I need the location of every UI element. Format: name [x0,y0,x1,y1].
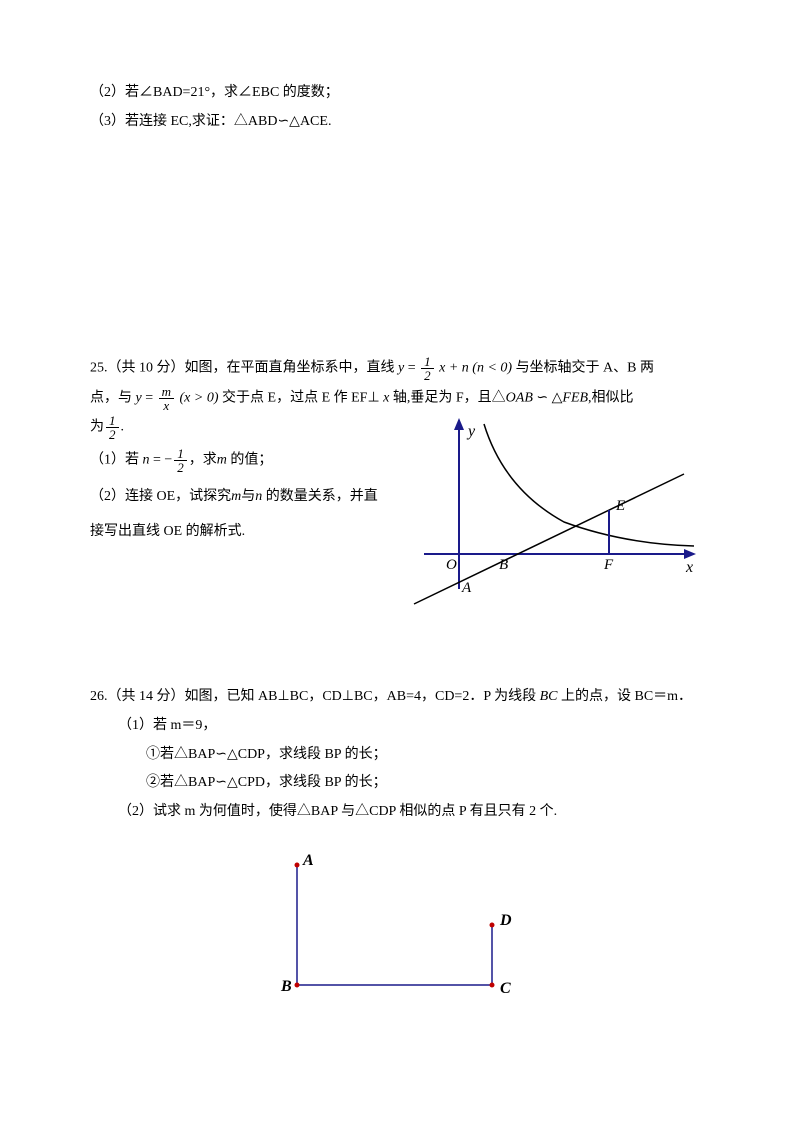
q25-f2n: m [159,385,174,399]
q25-sim: ∽ △ [533,390,563,405]
q25-f3d: 2 [106,428,119,441]
y-arrow [454,418,464,430]
q25-l1b: x + n (n < 0) [436,361,516,376]
lbl-C26: C [500,980,511,997]
q25-p1n: n [143,453,150,468]
lbl-D26: D [499,912,512,929]
q25-frac4: 12 [174,447,187,474]
q25-frac1: 12 [421,355,434,382]
q25-p2: （2）连接 OE，试探究m与n 的数量关系，并直 [90,484,404,511]
q25-p2c: 的数量关系，并直 [262,489,378,504]
top-line-2: （3）若连接 EC,求证：△ABD∽△ACE. [90,109,704,136]
q25-l2a: 点，与 [90,390,136,405]
q25-p1m: m [217,453,227,468]
dot-A [295,863,300,868]
q25-eq2: = [142,390,157,405]
q25-f1n: 1 [421,355,434,369]
q26-svg: A B C D [267,845,527,1015]
q25-line1: 25.（共 10 分）如图，在平面直角坐标系中，直线 y = 12 x + n … [90,355,704,382]
q26-l1: 26.（共 14 分）如图，已知 AB⊥BC，CD⊥BC，AB=4，CD=2．P… [90,684,704,711]
q25: 25.（共 10 分）如图，在平面直角坐标系中，直线 y = 12 x + n … [90,355,704,624]
q25-l1a: 25.（共 10 分）如图，在平面直角坐标系中，直线 [90,361,398,376]
lbl-y: y [466,423,476,440]
q25-p1a: （1）若 [90,453,143,468]
q25-p2m: m [231,489,241,504]
q26-l1b: 上的点，设 BC＝m． [557,689,692,704]
q25-oab: OAB [506,390,533,405]
q25-frac3: 12 [106,414,119,441]
lbl-F: F [603,557,614,573]
q25-l2c: 交于点 E，过点 E 作 EF⊥ [222,390,380,405]
q25-p2a: （2）连接 OE，试探究 [90,489,231,504]
lbl-x: x [685,559,693,576]
lbl-A26: A [302,852,314,869]
lbl-B26: B [280,978,292,995]
q25-f3n: 1 [106,414,119,428]
lbl-O: O [446,557,457,573]
dot-C [490,983,495,988]
q26-figure: A B C D [90,845,704,1015]
q25-feb: FEB [562,390,588,405]
q25-l2d: 轴,垂足为 F，且△ [393,390,506,405]
q25-p1eq: = − [150,453,173,468]
q25-eq1: = [404,361,419,376]
q25-frac2: mx [159,385,174,412]
q25-p1c: 的值； [227,453,273,468]
q25-f4n: 1 [174,447,187,461]
q25-l2e: ,相似比 [588,390,634,405]
q25-l3b: . [121,420,125,435]
dot-D [490,923,495,928]
q26-l2: （1）若 m＝9， [90,713,704,740]
q25-f1d: 2 [421,369,434,382]
line-ab [414,474,684,604]
q25-l3a: 为 [90,420,104,435]
q26-bc: BC [540,689,558,704]
dot-B [295,983,300,988]
q25-figure: y x O A B F E [404,414,704,625]
q26-l4: ②若△BAP∽△CPD，求线段 BP 的长； [90,770,704,797]
q25-line2: 点，与 y = mx (x > 0) 交于点 E，过点 E 作 EF⊥ x 轴,… [90,385,704,412]
q26-l3: ①若△BAP∽△CDP，求线段 BP 的长； [90,742,704,769]
q25-l1c: 与坐标轴交于 A、B 两 [516,361,654,376]
lbl-E: E [615,498,625,514]
q25-f2d: x [159,399,174,412]
q25-f4d: 2 [174,461,187,474]
q25-l2x: x [380,390,393,405]
q25-p2b: 与 [241,489,255,504]
q26: 26.（共 14 分）如图，已知 AB⊥BC，CD⊥BC，AB=4，CD=2．P… [90,684,704,1015]
q25-svg: y x O A B F E [404,414,704,614]
q25-p3: 接写出直线 OE 的解析式. [90,519,404,546]
lbl-B: B [499,557,508,573]
q25-line3: 为12. [90,414,404,441]
q25-l2b: (x > 0) [176,390,222,405]
lbl-A: A [461,580,472,596]
x-arrow [684,549,696,559]
top-line-1: （2）若∠BAD=21°，求∠EBC 的度数； [90,80,704,107]
q26-l1a: 26.（共 14 分）如图，已知 AB⊥BC，CD⊥BC，AB=4，CD=2．P… [90,689,540,704]
q25-p1: （1）若 n = −12，求m 的值； [90,447,404,474]
q25-text-col: 为12. （1）若 n = −12，求m 的值； （2）连接 OE，试探究m与n… [90,414,404,548]
q26-l5: （2）试求 m 为何值时，使得△BAP 与△CDP 相似的点 P 有且只有 2 … [90,799,704,826]
q25-p1b: ，求 [189,453,217,468]
